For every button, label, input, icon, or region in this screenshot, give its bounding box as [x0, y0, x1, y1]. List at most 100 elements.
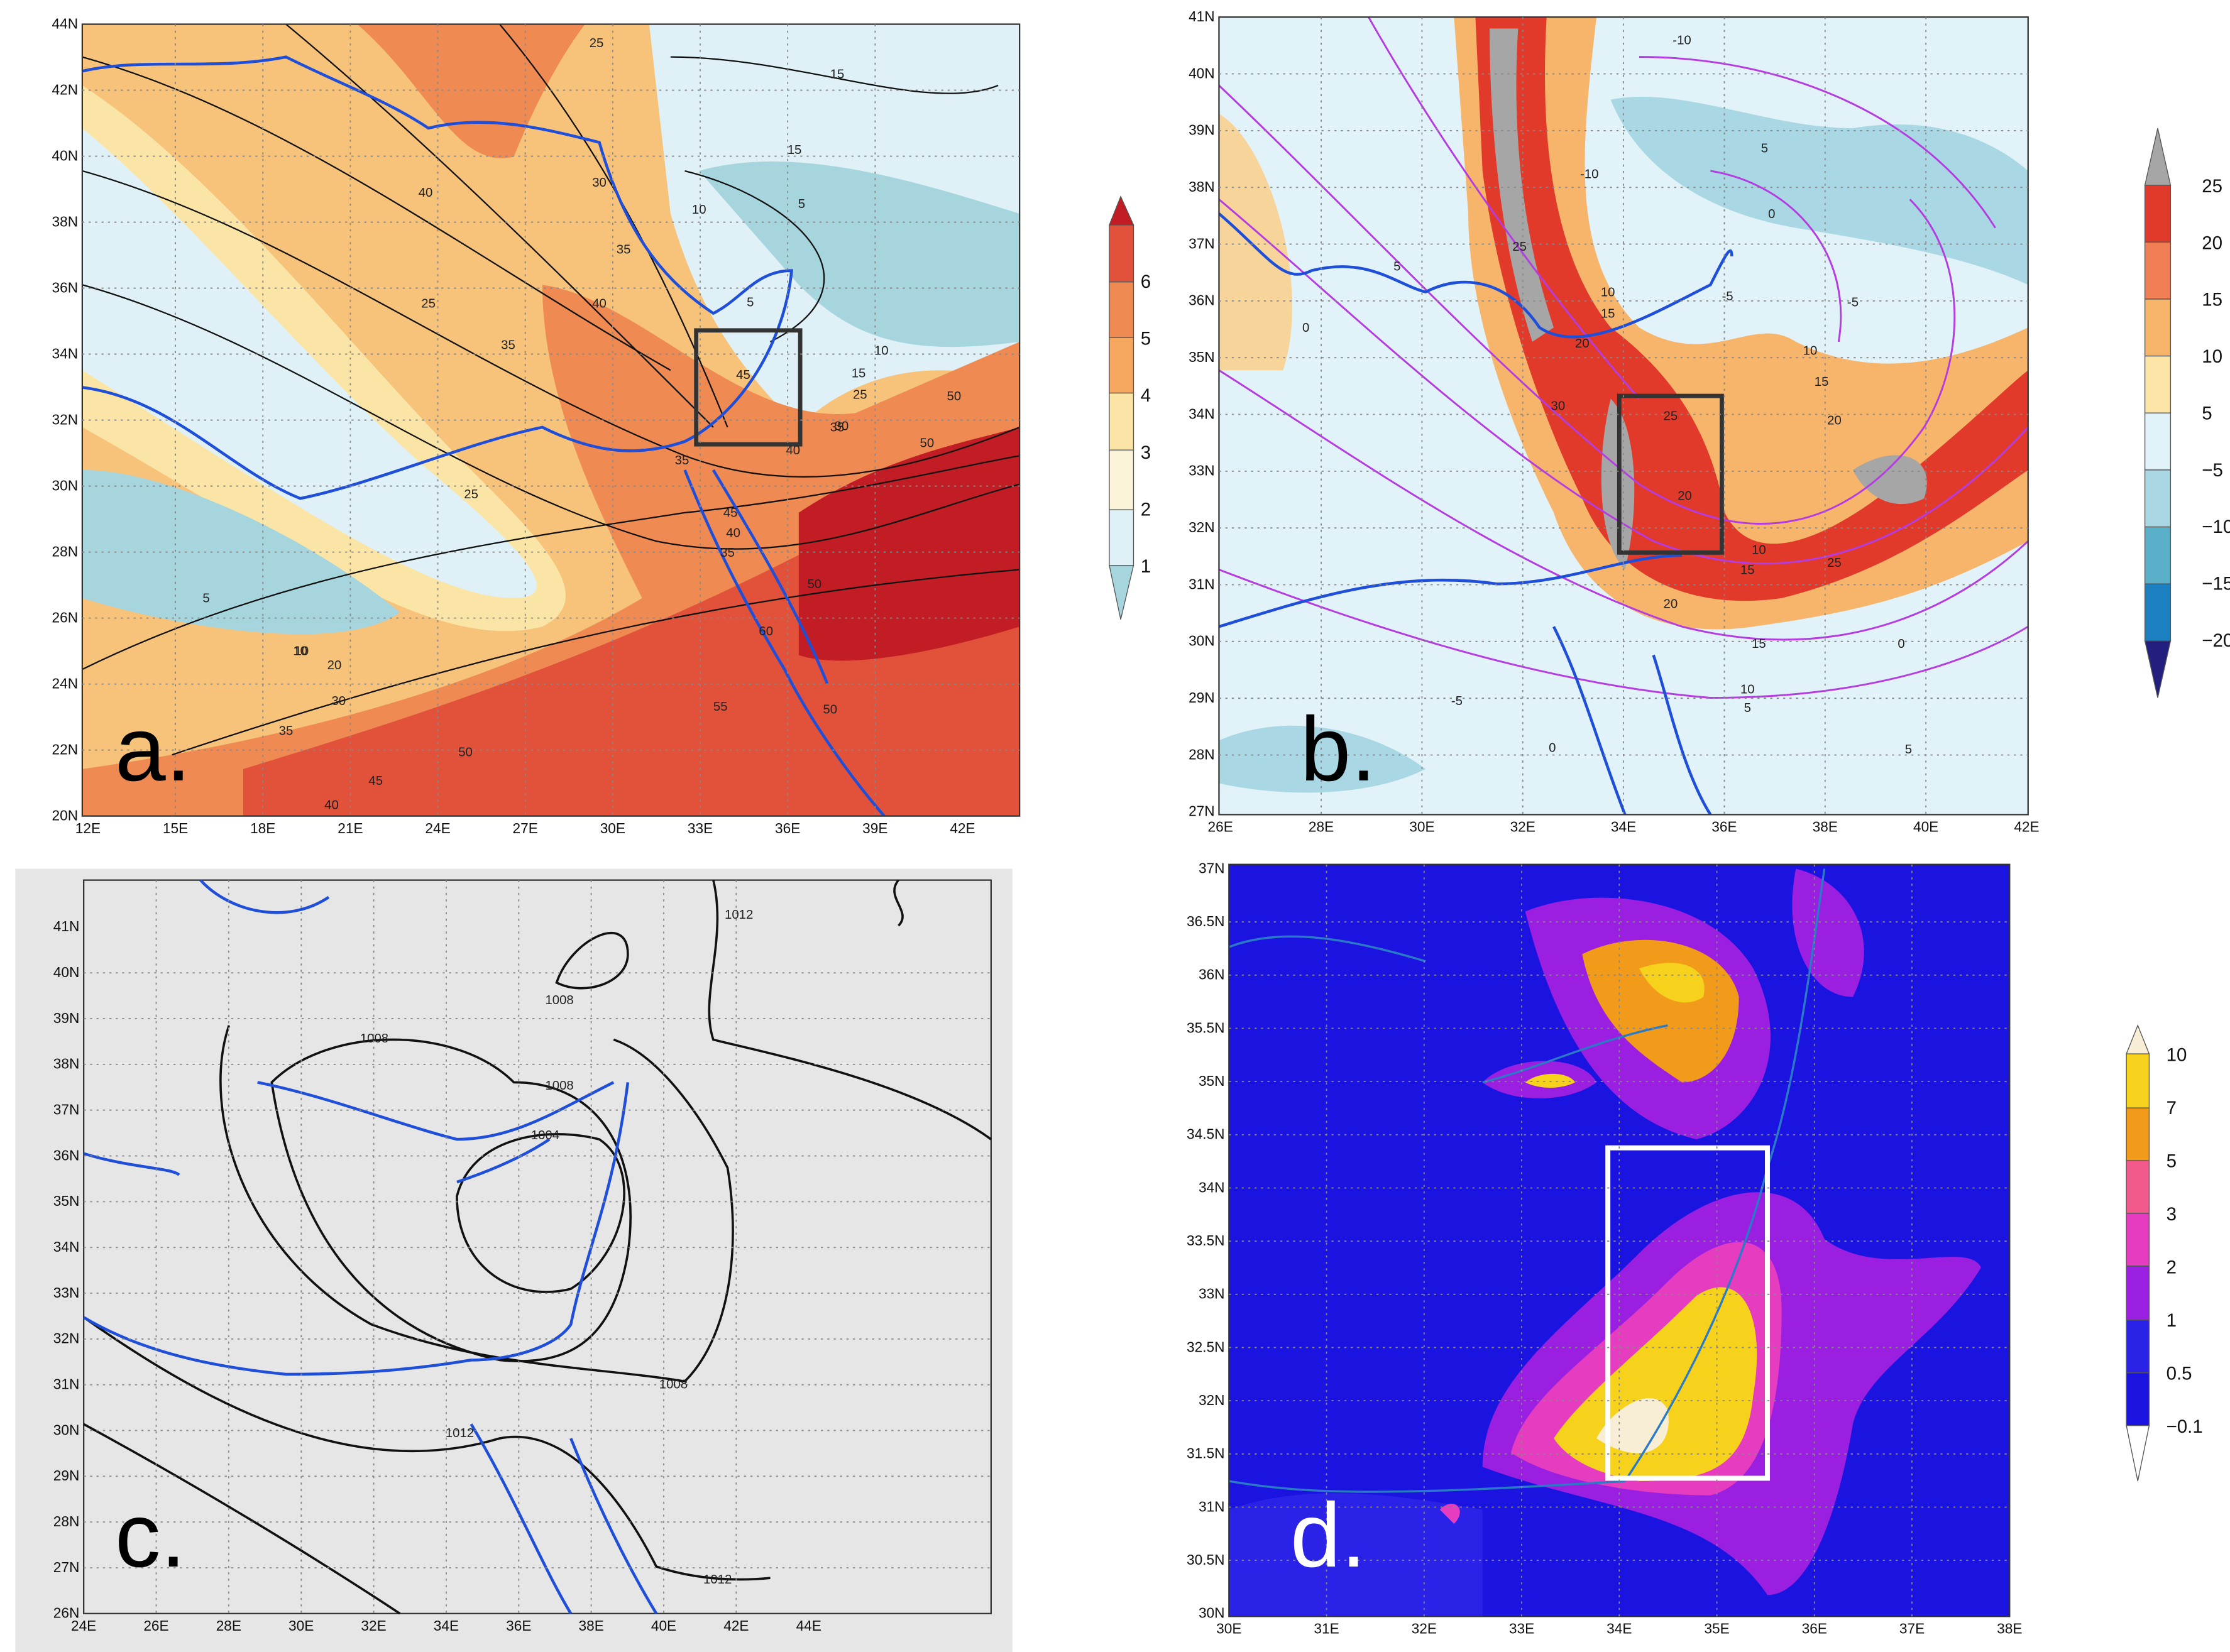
y-tick-label: 32.5N: [1187, 1338, 1224, 1355]
y-tick-label: 44N: [52, 15, 79, 31]
contour-label: 10: [1601, 285, 1615, 299]
y-tick-label: 30N: [53, 1421, 80, 1438]
contour-label: 1004: [531, 1129, 559, 1142]
panel-a-colorbar: [1108, 195, 1134, 620]
contour-label: 50: [458, 745, 473, 759]
y-tick-label: 29N: [1189, 689, 1215, 706]
colorbar-label: 4: [1141, 385, 1151, 406]
y-tick-label: 32N: [52, 411, 79, 427]
contour-label: 15: [1740, 563, 1755, 577]
colorbar-label: −15: [2202, 574, 2230, 594]
contour-label: 10: [1803, 344, 1818, 358]
contour-label: 20: [1575, 337, 1590, 351]
y-tick-label: 30N: [52, 477, 79, 493]
contour-label: 10: [295, 645, 309, 659]
y-tick-label: 32N: [53, 1330, 80, 1347]
contour-label: 25: [590, 36, 604, 50]
contour-label: 25: [1512, 240, 1527, 254]
contour-label: 35: [617, 243, 631, 256]
contour-label: 45: [736, 368, 750, 382]
contour-label: 5: [202, 592, 209, 606]
y-tick-label: 41N: [53, 918, 80, 934]
contour-label: 45: [368, 774, 383, 788]
y-tick-label: 36N: [53, 1147, 80, 1163]
contour-label: 40: [592, 297, 607, 311]
x-tick-label: 27E: [513, 820, 538, 836]
x-tick-label: 34E: [1607, 1621, 1632, 1637]
y-tick-label: 34N: [53, 1239, 80, 1255]
colorbar-label: −10: [2202, 517, 2230, 537]
contour-label: 50: [920, 437, 935, 451]
contour-label: 40: [324, 798, 339, 812]
panel-d-colorbar: [2126, 1024, 2150, 1482]
x-tick-label: 42E: [2014, 819, 2039, 835]
contour-label: 10: [692, 203, 706, 217]
contour-label: 40: [419, 186, 433, 200]
contour-label: 25: [1827, 556, 1842, 570]
contour-label: 25: [464, 488, 478, 501]
y-tick-label: 30.5N: [1187, 1551, 1224, 1568]
colorbar-label: 5: [2202, 403, 2212, 424]
y-tick-label: 34N: [1199, 1179, 1225, 1195]
y-tick-label: 35.5N: [1187, 1019, 1224, 1036]
y-tick-label: 36N: [1199, 966, 1225, 983]
x-tick-label: 15E: [163, 820, 188, 836]
y-tick-label: 32N: [1199, 1392, 1225, 1408]
y-tick-label: 32N: [1189, 519, 1215, 535]
y-tick-label: 33N: [1199, 1286, 1225, 1302]
colorbar-label: −0.1: [2167, 1416, 2203, 1437]
x-tick-label: 21E: [338, 820, 363, 836]
y-tick-label: 27N: [1189, 803, 1215, 819]
contour-label: 0: [1898, 637, 1904, 651]
contour-label: 40: [726, 526, 740, 540]
y-tick-label: 35N: [1189, 349, 1215, 365]
x-tick-label: 38E: [578, 1617, 603, 1634]
colorbar-label: 3: [2167, 1204, 2177, 1225]
y-tick-label: 36N: [1189, 292, 1215, 309]
colorbar-label: 1: [2167, 1310, 2177, 1331]
x-tick-label: 36E: [1711, 819, 1737, 835]
colorbar-label: 2: [2167, 1257, 2177, 1277]
panel-d-box: [1605, 1145, 1770, 1481]
x-tick-label: 30E: [600, 820, 625, 836]
y-tick-label: 38N: [53, 1056, 80, 1072]
colorbar-label: 10: [2167, 1044, 2187, 1065]
contour-label: 1012: [725, 908, 753, 922]
contour-label: 30: [1551, 400, 1566, 413]
y-tick-label: 30N: [1199, 1605, 1225, 1621]
contour-label: 10: [874, 344, 889, 358]
y-tick-label: 29N: [53, 1467, 80, 1484]
x-tick-label: 24E: [425, 820, 450, 836]
contour-label: 20: [1678, 489, 1692, 503]
colorbar-label: 5: [2167, 1151, 2177, 1171]
contour-label: 15: [788, 143, 802, 157]
y-tick-label: 20N: [52, 807, 79, 823]
x-tick-label: 39E: [862, 820, 887, 836]
contour-label: 10: [293, 645, 307, 659]
contour-label: 10: [1740, 683, 1755, 697]
panel-d-field: [1229, 864, 2010, 1617]
panel-b-field: [1219, 17, 2028, 815]
x-tick-label: 36E: [1802, 1621, 1827, 1637]
contour-label: -5: [1722, 290, 1733, 304]
y-tick-label: 37N: [1189, 235, 1215, 251]
contour-label: 1008: [659, 1378, 688, 1392]
x-tick-label: 30E: [288, 1617, 314, 1634]
contour-label: 50: [807, 577, 821, 591]
y-tick-label: 36.5N: [1187, 913, 1224, 929]
y-tick-label: 35N: [1199, 1073, 1225, 1089]
y-tick-label: 22N: [52, 741, 79, 757]
y-tick-label: 30N: [1189, 633, 1215, 649]
colorbar-label: 0.5: [2167, 1363, 2192, 1384]
colorbar-label: 1: [1141, 556, 1151, 577]
contour-label: 1012: [703, 1573, 732, 1587]
y-tick-label: 34N: [1189, 405, 1215, 422]
x-tick-label: 28E: [216, 1617, 241, 1634]
colorbar-label: 2: [1141, 499, 1151, 520]
contour-label: 20: [1827, 413, 1842, 427]
contour-label: 0: [1549, 741, 1556, 755]
contour-label: -10: [1672, 33, 1691, 47]
colorbar-label: 7: [2167, 1098, 2177, 1119]
contour-label: 35: [720, 546, 735, 560]
